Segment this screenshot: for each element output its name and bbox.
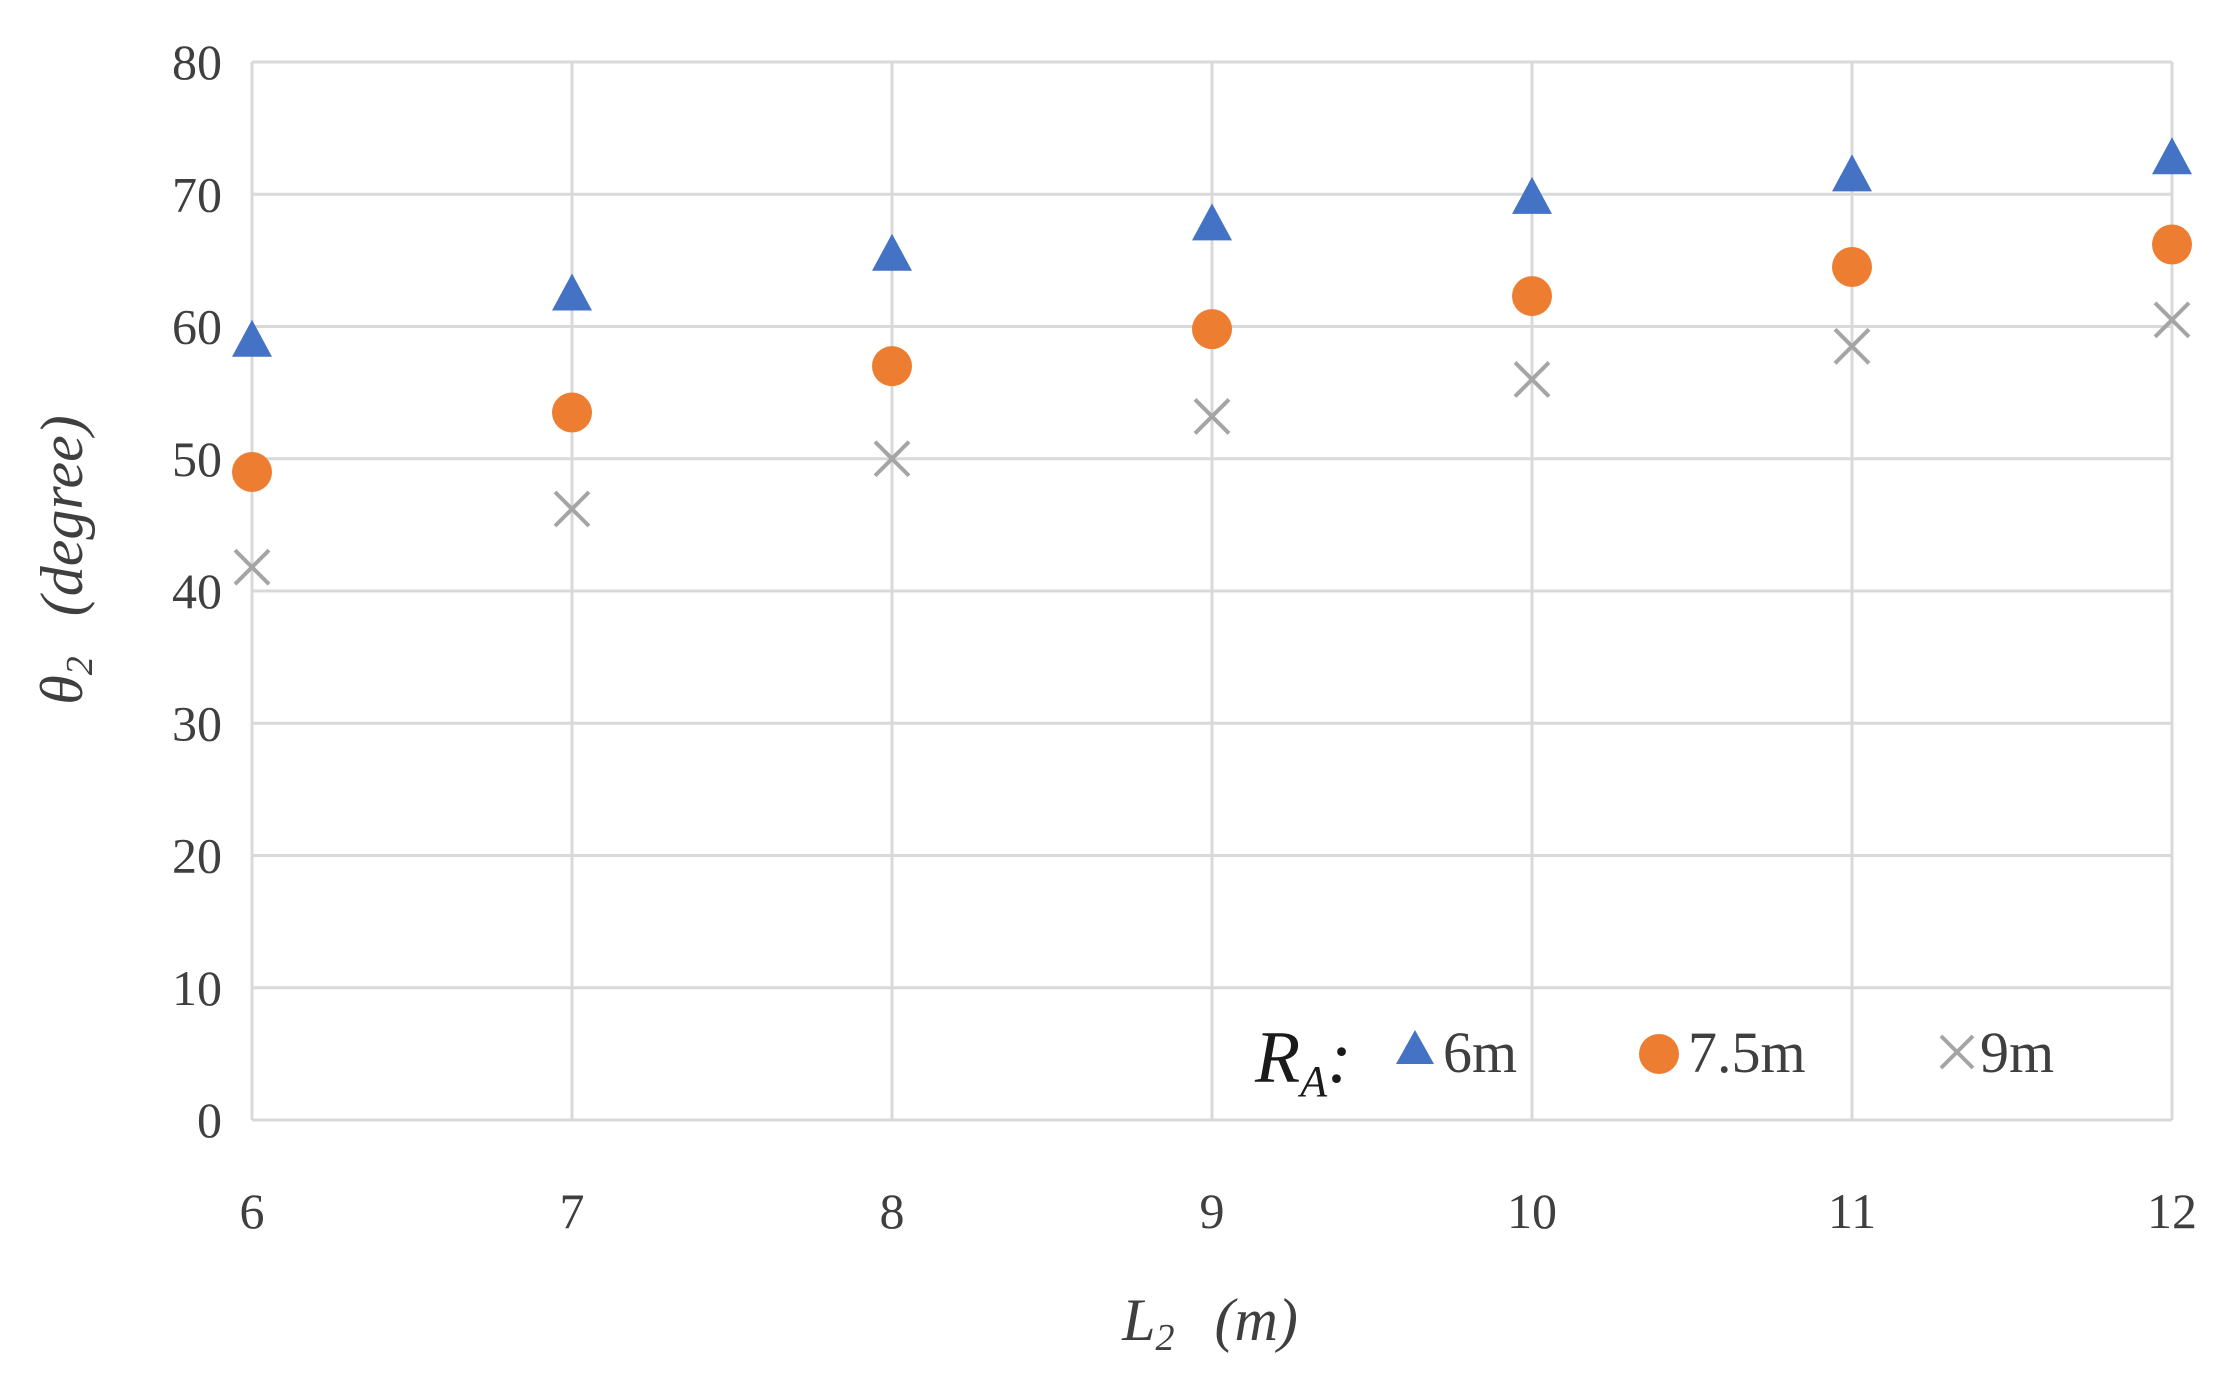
point-6m-x11 bbox=[1832, 154, 1872, 192]
point-7-5m-x12 bbox=[2152, 224, 2192, 265]
y-tick-label-60: 60 bbox=[172, 299, 222, 355]
point-6m-x7 bbox=[552, 273, 592, 311]
legend-title: RA: bbox=[1254, 1017, 1352, 1106]
point-7-5m-x11 bbox=[1832, 246, 1872, 287]
point-6m-x9 bbox=[1192, 203, 1232, 241]
point-6m-x8 bbox=[872, 233, 912, 271]
y-tick-label-30: 30 bbox=[172, 695, 222, 751]
data-points bbox=[232, 137, 2192, 586]
legend-circle-marker bbox=[1639, 1034, 1679, 1074]
y-tick-label-70: 70 bbox=[172, 166, 222, 222]
y-tick-label-0: 0 bbox=[197, 1092, 222, 1148]
y-tick-label-50: 50 bbox=[172, 431, 222, 487]
point-9m-x12 bbox=[2153, 301, 2191, 339]
point-7-5m-x6 bbox=[232, 451, 272, 492]
point-9m-x7 bbox=[553, 490, 591, 528]
legend: RA: 6m 7.5m 9m bbox=[1254, 1017, 2054, 1106]
point-9m-x11 bbox=[1833, 327, 1871, 365]
y-tick-label-20: 20 bbox=[172, 828, 222, 884]
x-tick-label-10: 10 bbox=[1507, 1183, 1557, 1239]
x-tick-label-11: 11 bbox=[1828, 1183, 1876, 1239]
y-tick-label-40: 40 bbox=[172, 563, 222, 619]
x-axis-title: L2 (m) bbox=[1121, 1287, 1298, 1359]
x-tick-label-12: 12 bbox=[2147, 1183, 2197, 1239]
y-axis-title: θ2(degree) bbox=[29, 415, 101, 704]
point-7-5m-x10 bbox=[1512, 276, 1552, 317]
point-6m-x6 bbox=[232, 319, 272, 357]
point-7-5m-x8 bbox=[872, 346, 912, 387]
x-tick-label-8: 8 bbox=[880, 1183, 905, 1239]
y-tick-label-10: 10 bbox=[172, 960, 222, 1016]
legend-triangle-marker bbox=[1396, 1030, 1434, 1064]
point-7-5m-x9 bbox=[1192, 309, 1232, 350]
point-9m-x8 bbox=[873, 440, 911, 478]
x-tick-label-6: 6 bbox=[240, 1183, 265, 1239]
point-9m-x10 bbox=[1513, 360, 1551, 398]
legend-x-marker bbox=[1939, 1034, 1975, 1070]
x-tick-label-7: 7 bbox=[560, 1183, 585, 1239]
point-9m-x6 bbox=[233, 548, 271, 586]
legend-label-7-5m: 7.5m bbox=[1688, 1020, 1806, 1085]
y-tick-label-80: 80 bbox=[172, 34, 222, 90]
point-6m-x12 bbox=[2152, 137, 2192, 175]
y-tick-labels: 0 10 20 30 40 50 60 70 80 bbox=[172, 34, 222, 1148]
x-tick-labels: 6 7 8 9 10 11 12 bbox=[240, 1183, 2198, 1239]
x-tick-label-9: 9 bbox=[1200, 1183, 1225, 1239]
legend-label-6m: 6m bbox=[1443, 1020, 1517, 1085]
point-9m-x9 bbox=[1193, 398, 1231, 435]
legend-label-9m: 9m bbox=[1980, 1020, 2054, 1085]
point-7-5m-x7 bbox=[552, 392, 592, 433]
point-6m-x10 bbox=[1512, 176, 1552, 214]
